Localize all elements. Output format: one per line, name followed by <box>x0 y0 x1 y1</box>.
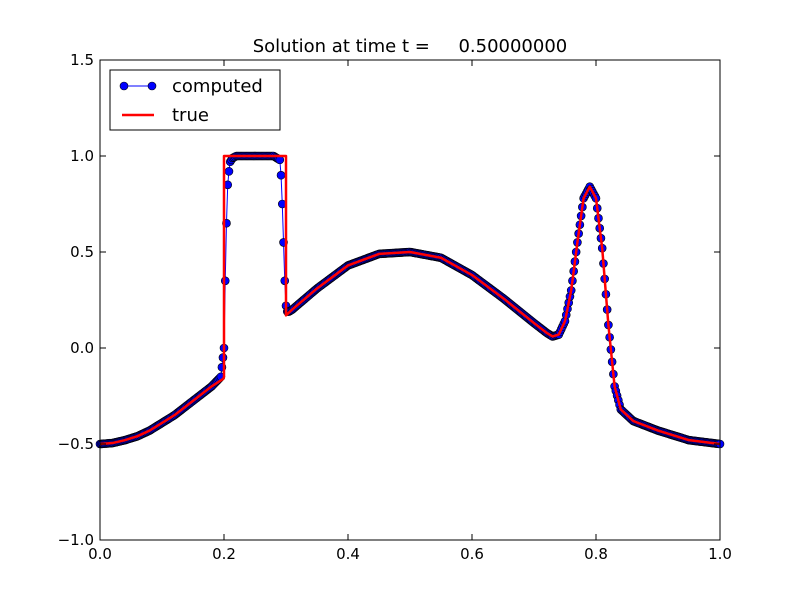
x-tick-label: 1.0 <box>708 545 732 563</box>
computed-point <box>224 167 234 176</box>
legend-true-label: true <box>172 105 209 126</box>
plot-area <box>100 60 720 540</box>
legend-computed-marker-right <box>147 81 157 91</box>
legend-frame <box>109 69 281 131</box>
chart-title: Solution at time t = 0.50000000 <box>253 36 568 57</box>
y-tick-label: 0.0 <box>70 339 94 357</box>
ticks-layer: 0.0 0.2 0.4 0.6 0.8 1.0 −1.0 −0.5 0.0 0.5 1.0 1.5 <box>58 51 732 563</box>
y-tick-label: −0.5 <box>58 435 94 453</box>
series-layer <box>95 151 725 449</box>
x-tick-label: 0.8 <box>584 545 608 563</box>
legend-computed-label: computed <box>172 76 263 97</box>
x-tick-label: 0.0 <box>88 545 112 563</box>
y-tick-label: 1.0 <box>70 147 94 165</box>
legend: computed true <box>109 69 281 131</box>
true-series-line <box>99 154 721 446</box>
legend-computed-marker-left <box>119 81 129 91</box>
y-tick-label: 1.5 <box>70 51 94 69</box>
y-tick-label: 0.5 <box>70 243 94 261</box>
x-tick-label: 0.4 <box>336 545 360 563</box>
x-tick-label: 0.2 <box>212 545 236 563</box>
plot-frame <box>99 59 721 541</box>
computed-point <box>276 170 286 180</box>
x-tick-label: 0.6 <box>460 545 484 563</box>
y-tick-label: −1.0 <box>58 531 94 549</box>
